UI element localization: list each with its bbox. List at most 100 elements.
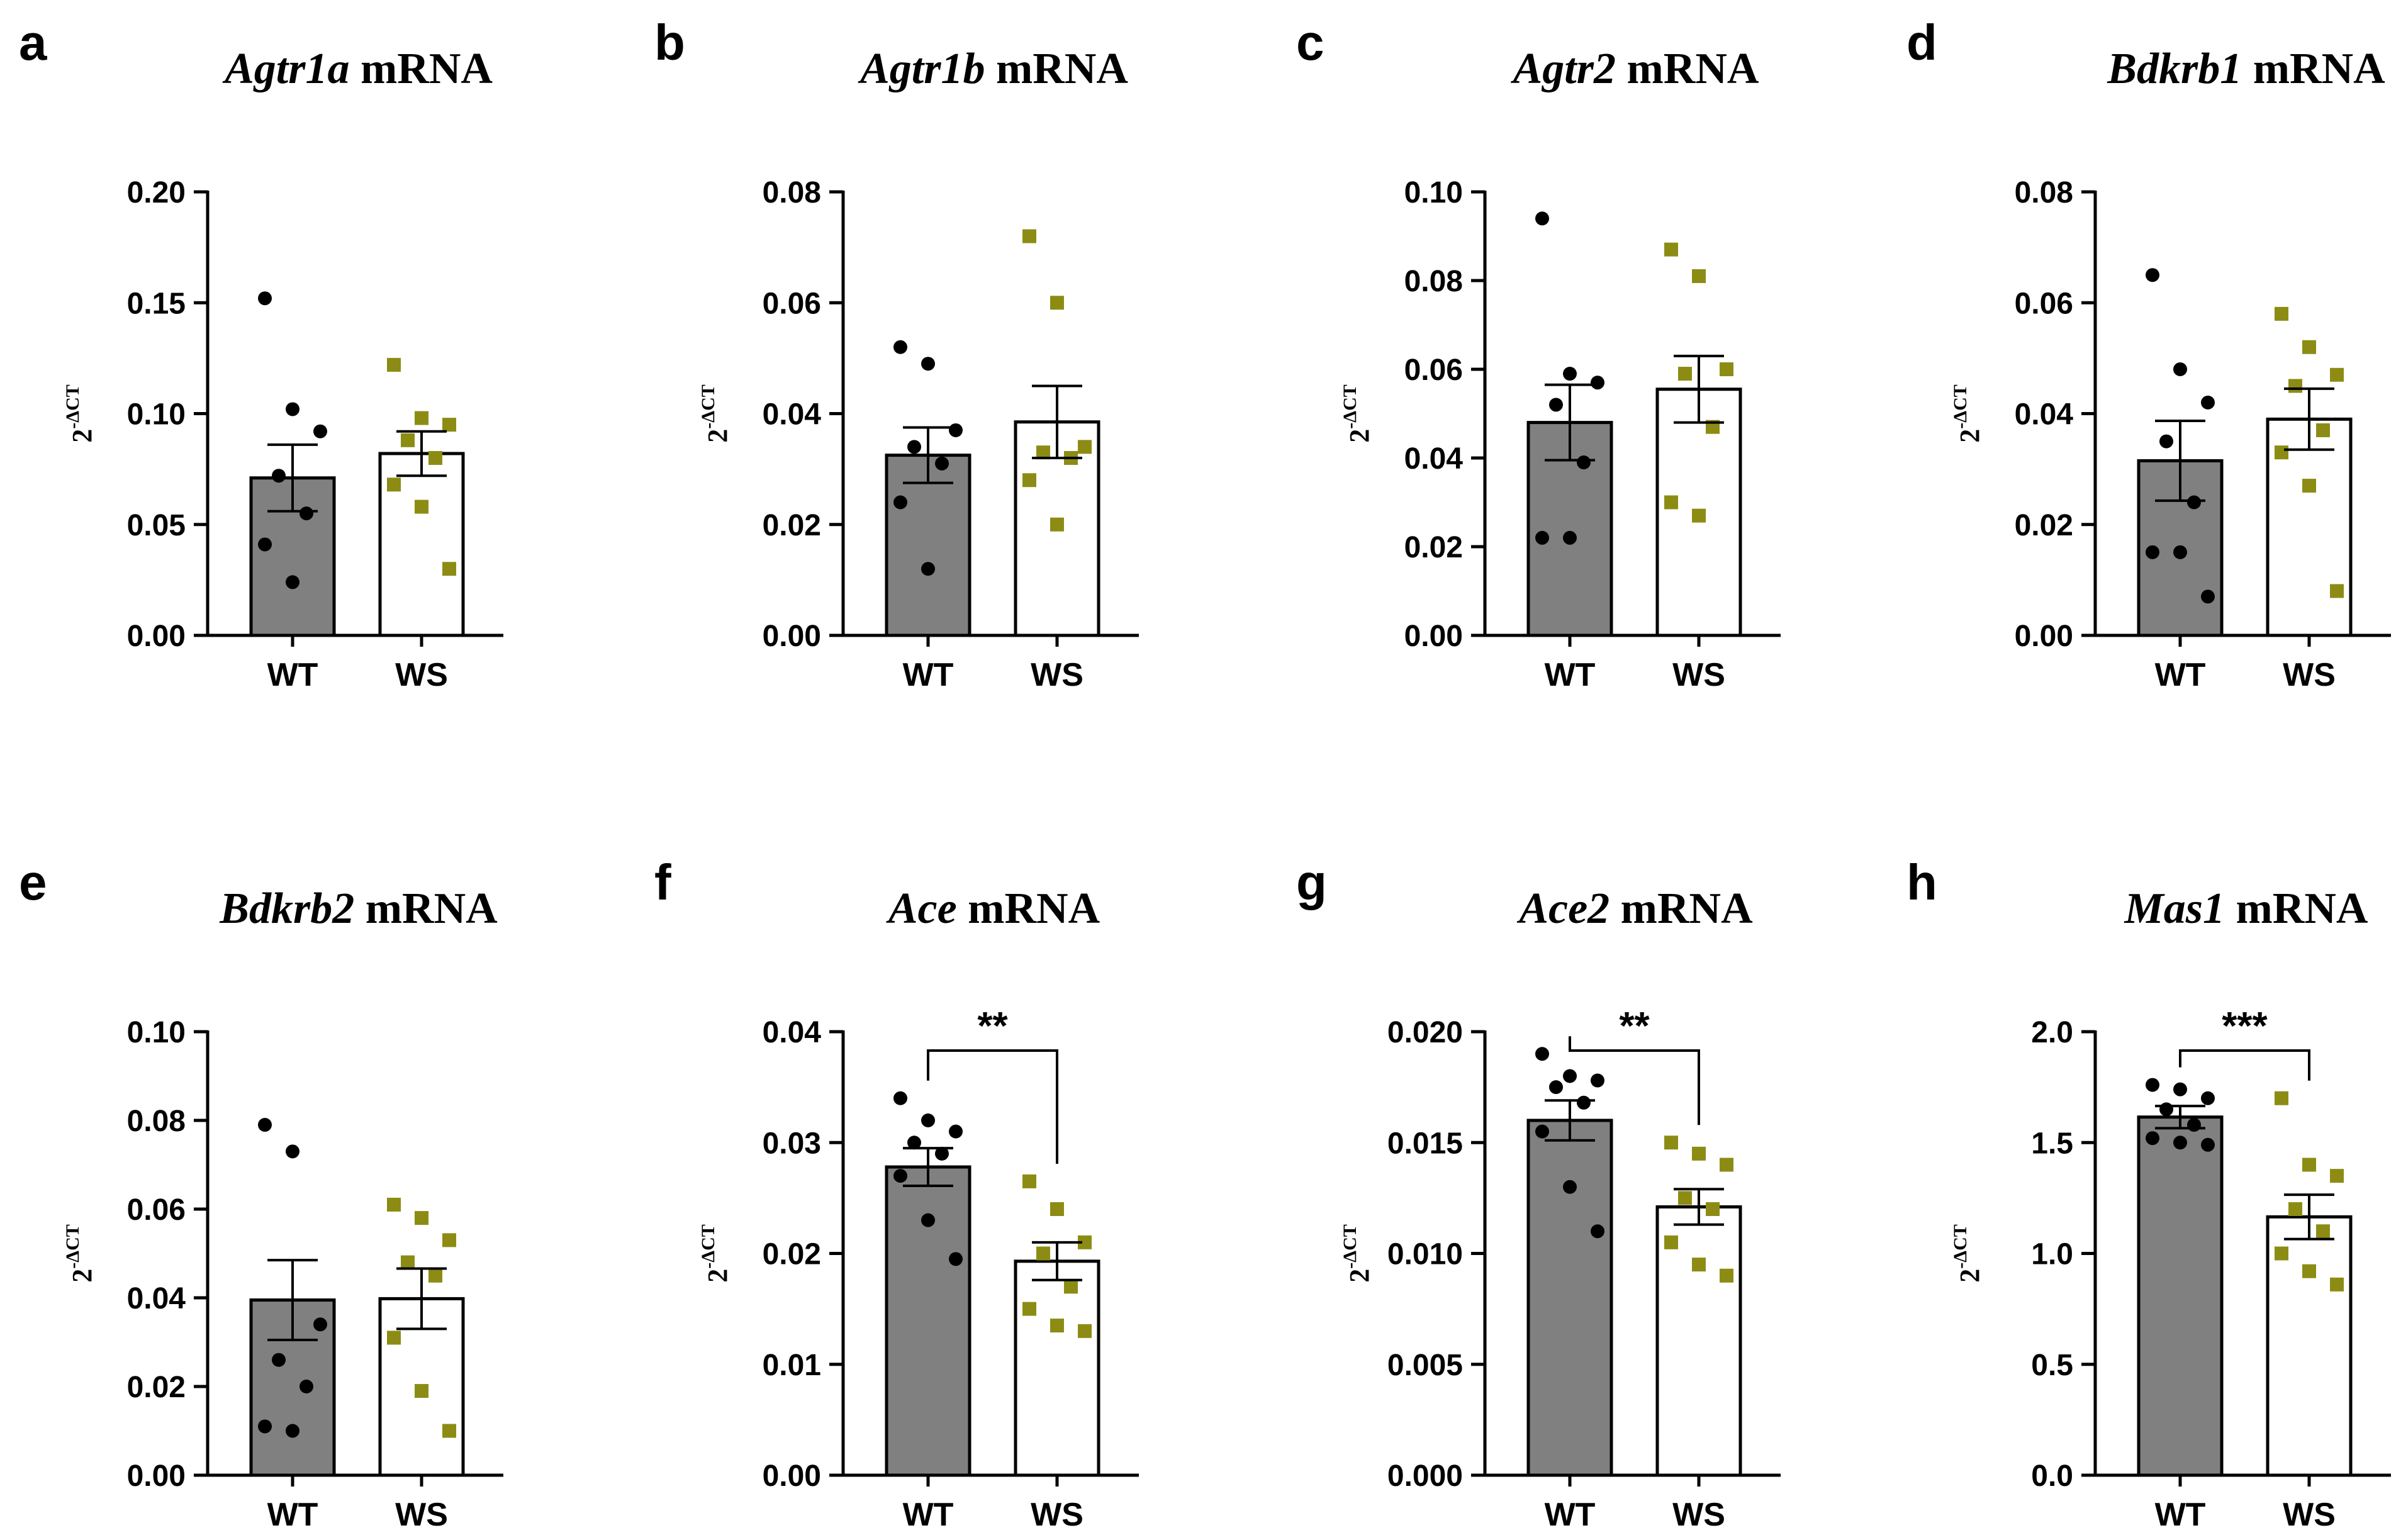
y-axis-label-superscript: -ΔCT — [698, 1224, 719, 1268]
y-tick-label: 0.00 — [127, 620, 186, 653]
data-point-ws — [415, 1211, 428, 1225]
chart-title: Ace mRNA — [886, 884, 1100, 933]
title-suffix: mRNA — [1609, 884, 1753, 933]
data-point-wt — [2201, 395, 2215, 410]
y-tick-label: 1.5 — [2031, 1127, 2073, 1160]
data-point-ws — [2330, 367, 2344, 382]
data-point-wt — [921, 357, 935, 371]
y-axis-label-base: 2 — [702, 1269, 733, 1283]
panel-letter: c — [1296, 14, 1324, 70]
y-tick-label: 0.06 — [2015, 287, 2073, 320]
y-tick-label: 0.02 — [1404, 531, 1463, 564]
data-point-wt — [2187, 1118, 2201, 1132]
data-point-ws — [2302, 479, 2316, 493]
data-point-wt — [1591, 1073, 1604, 1088]
y-tick-label: 0.02 — [763, 509, 821, 542]
data-point-ws — [1720, 1268, 1733, 1283]
data-point-wt — [258, 537, 272, 552]
data-point-wt — [2173, 545, 2187, 559]
y-tick-label: 0.02 — [763, 1238, 821, 1271]
title-gene: Bdkrb2 — [219, 884, 354, 933]
data-point-wt — [1535, 211, 1549, 226]
data-point-wt — [907, 1135, 921, 1150]
x-category-label: WS — [395, 657, 448, 693]
y-tick-label: 0.000 — [1387, 1459, 1463, 1493]
data-point-wt — [1577, 455, 1591, 470]
data-point-ws — [1050, 517, 1064, 532]
panel-letter: h — [1906, 854, 1937, 910]
y-tick-label: 0.08 — [763, 176, 821, 209]
data-point-wt — [2201, 1091, 2215, 1105]
data-point-wt — [286, 402, 300, 416]
data-point-ws — [415, 411, 428, 425]
y-axis-label-superscript: -ΔCT — [62, 384, 83, 428]
data-point-ws — [442, 1233, 456, 1247]
data-point-ws — [442, 1424, 456, 1438]
bar-ws — [1014, 1259, 1100, 1477]
data-point-ws — [2275, 1246, 2288, 1261]
data-point-wt — [286, 1424, 300, 1438]
title-suffix: mRNA — [354, 884, 498, 933]
panel-letter: b — [654, 14, 685, 70]
title-gene: Ace — [886, 884, 957, 933]
data-point-ws — [1050, 296, 1064, 310]
data-point-ws — [1664, 1135, 1678, 1150]
y-tick-label: 0.04 — [763, 398, 822, 432]
panel-e: e Bdkrb2 mRNA 2-ΔCT 0.00 0.02 0.04 0.06 0.08 0.1… — [19, 854, 503, 1533]
data-point-wt — [2201, 589, 2215, 604]
x-category-label: WS — [395, 1497, 448, 1533]
y-tick-label: 1.0 — [2031, 1238, 2073, 1271]
y-axis-label-base: 2 — [1344, 1269, 1375, 1283]
data-point-wt — [921, 562, 935, 576]
y-tick-label: 0.08 — [2015, 176, 2073, 209]
title-suffix: mRNA — [2242, 45, 2385, 93]
x-category-label: WT — [2155, 657, 2206, 693]
data-point-ws — [1050, 1319, 1064, 1333]
data-point-wt — [2146, 268, 2159, 282]
data-point-ws — [401, 1255, 415, 1269]
data-point-ws — [415, 499, 428, 514]
y-tick-label: 0.04 — [1404, 442, 1464, 476]
data-point-ws — [442, 418, 456, 432]
data-point-wt — [1535, 1124, 1549, 1139]
y-tick-label: 0.0 — [2031, 1459, 2073, 1493]
data-point-ws — [2316, 1224, 2330, 1239]
data-point-wt — [2159, 1102, 2173, 1117]
y-tick-label: 0.15 — [127, 287, 186, 320]
y-tick-label: 0.00 — [1404, 620, 1463, 653]
data-point-ws — [2302, 1158, 2316, 1172]
x-category-label: WS — [2283, 657, 2336, 693]
y-axis-label-base: 2 — [1954, 1269, 1985, 1283]
x-category-label: WT — [1545, 1497, 1596, 1533]
y-tick-label: 0.5 — [2031, 1349, 2073, 1382]
data-point-ws — [1664, 242, 1678, 257]
data-point-ws — [1078, 1324, 1092, 1338]
panel-a: a Agtr1a mRNA 2-ΔCT 0.00 0.05 0.10 0.15 0.20 WT W… — [19, 14, 503, 693]
y-axis-label-base: 2 — [1954, 429, 1985, 443]
y-tick-label: 0.10 — [1404, 176, 1463, 209]
data-point-wt — [921, 1213, 935, 1227]
chart-title: Mas1 mRNA — [2124, 884, 2368, 933]
x-category-label: WT — [1545, 657, 1596, 693]
y-tick-label: 0.05 — [127, 509, 186, 542]
data-point-ws — [1022, 1302, 1036, 1316]
data-point-wt — [1577, 1095, 1591, 1110]
data-point-ws — [415, 1384, 428, 1398]
data-point-wt — [1591, 376, 1604, 390]
y-tick-label: 0.08 — [1404, 265, 1463, 298]
chart-title: Agtr1b mRNA — [858, 45, 1128, 93]
data-point-ws — [1050, 1202, 1064, 1216]
data-point-ws — [401, 433, 415, 447]
bar-wt — [1526, 1119, 1613, 1477]
data-point-ws — [442, 562, 456, 576]
y-axis-label-superscript: -ΔCT — [1340, 1224, 1360, 1268]
data-point-ws — [387, 1331, 401, 1345]
y-tick-label: 0.06 — [1404, 354, 1463, 387]
data-point-ws — [1678, 1191, 1692, 1205]
data-point-wt — [2173, 362, 2187, 376]
panel-letter: d — [1906, 14, 1937, 70]
data-point-wt — [2187, 495, 2201, 510]
significance-bracket — [1569, 1036, 1700, 1125]
y-axis-label-base: 2 — [702, 429, 733, 443]
y-axis-label: 2-ΔCT — [62, 1224, 98, 1282]
